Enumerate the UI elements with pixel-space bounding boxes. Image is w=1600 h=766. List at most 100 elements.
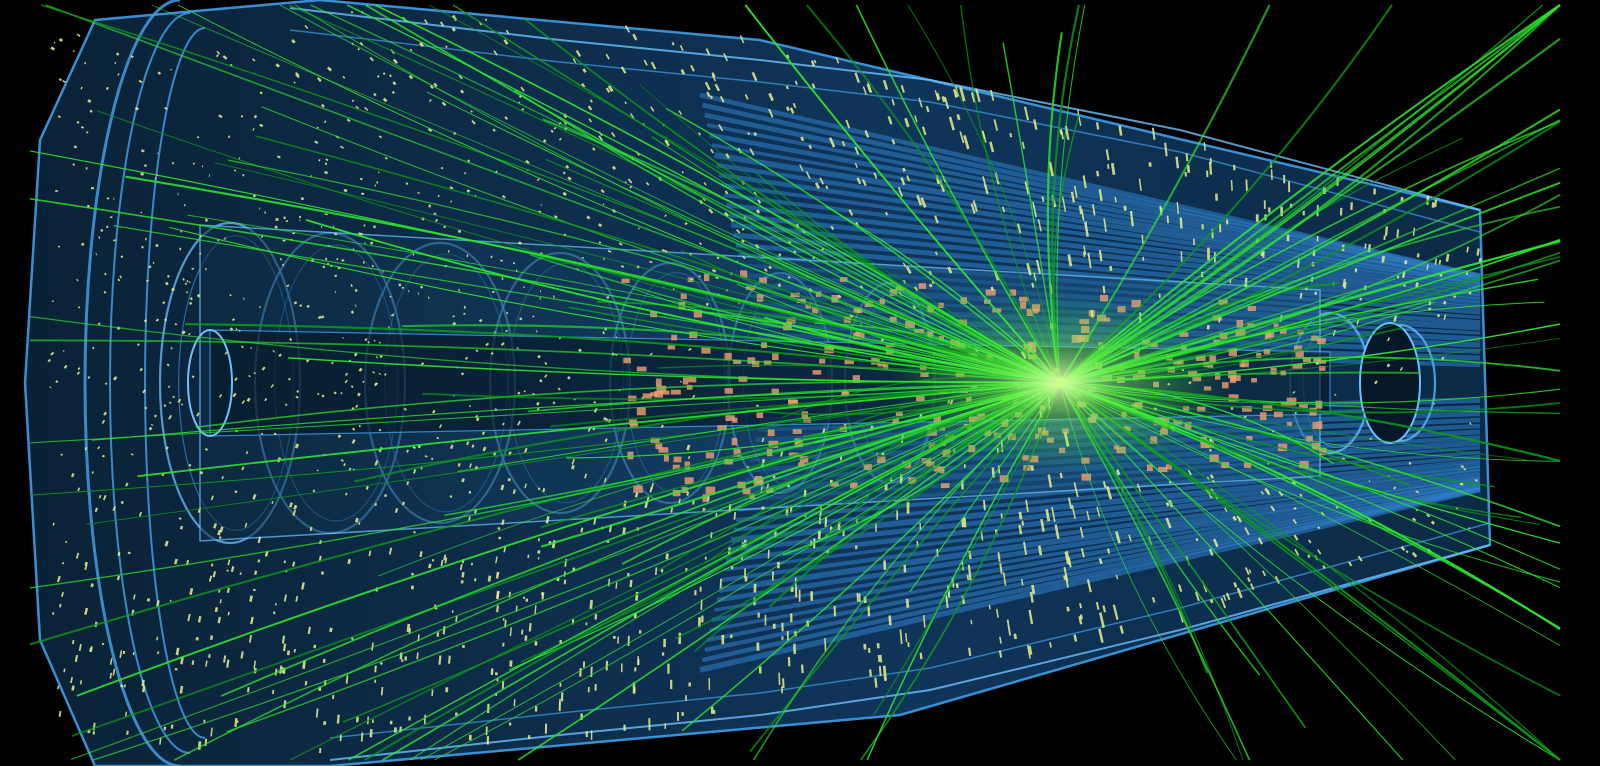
inner-hit	[1286, 397, 1297, 406]
inner-hit	[1299, 404, 1308, 409]
calorimeter-hit	[208, 575, 213, 582]
calorimeter-hit	[1359, 297, 1362, 301]
calorimeter-hit	[1059, 128, 1063, 135]
calorimeter-hit	[292, 509, 297, 516]
calorimeter-hit	[222, 55, 228, 60]
calorimeter-hit	[553, 126, 557, 130]
calorimeter-hit	[811, 83, 816, 89]
calorimeter-hit	[175, 647, 180, 656]
calorimeter-hit	[711, 72, 716, 78]
calorimeter-hit	[989, 141, 995, 153]
calorimeter-hit	[650, 106, 655, 112]
calorimeter-hit	[352, 427, 356, 431]
calorimeter-hit	[164, 106, 168, 110]
calorimeter-hit	[757, 199, 762, 204]
calorimeter-hit	[301, 582, 305, 590]
calorimeter-hit	[375, 355, 379, 359]
calorimeter-hit	[62, 80, 66, 83]
calorimeter-hit	[97, 446, 100, 450]
calorimeter-hit	[707, 496, 710, 502]
calorimeter-hit	[761, 458, 766, 467]
calorimeter-hit	[598, 241, 602, 244]
calorimeter-hit	[91, 471, 94, 474]
calorimeter-hit	[1109, 265, 1113, 271]
calorimeter-hit	[126, 730, 129, 735]
calorimeter-hit	[751, 71, 758, 82]
calorimeter-hit	[925, 105, 930, 113]
calorimeter-hit	[406, 623, 411, 633]
calorimeter-hit	[562, 191, 567, 197]
calorimeter-hit	[253, 660, 257, 669]
calorimeter-hit	[186, 279, 189, 283]
calorimeter-hit	[120, 500, 124, 505]
inner-hit	[658, 447, 669, 453]
calorimeter-hit	[934, 215, 939, 224]
calorimeter-hit	[541, 592, 545, 600]
inner-hit	[918, 283, 927, 289]
calorimeter-hit	[378, 135, 383, 139]
calorimeter-hit	[900, 85, 905, 93]
calorimeter-hit	[692, 500, 695, 505]
calorimeter-hit	[475, 349, 479, 353]
vertex-point	[1055, 378, 1065, 388]
calorimeter-hit	[698, 132, 702, 136]
calorimeter-hit	[249, 595, 253, 602]
inner-hit	[928, 442, 936, 450]
calorimeter-hit	[1098, 558, 1103, 565]
calorimeter-hit	[1218, 317, 1221, 323]
calorimeter-hit	[235, 328, 238, 331]
calorimeter-hit	[1141, 234, 1144, 244]
inner-hit	[1251, 378, 1257, 383]
inner-hit	[895, 411, 903, 417]
calorimeter-hit	[725, 153, 730, 159]
calorimeter-hit	[292, 561, 296, 567]
barrel-slat	[714, 482, 1481, 612]
calorimeter-hit	[74, 654, 79, 663]
calorimeter-hit	[117, 73, 120, 76]
calorimeter-hit	[49, 386, 52, 389]
calorimeter-hit	[80, 126, 85, 129]
calorimeter-hit	[1115, 574, 1119, 580]
calorimeter-hit	[210, 563, 214, 567]
calorimeter-hit	[232, 392, 237, 398]
inner-hit	[629, 423, 639, 428]
calorimeter-hit	[1165, 502, 1170, 507]
calorimeter-hit	[314, 140, 319, 145]
calorimeter-hit	[240, 115, 244, 118]
calorimeter-hit	[507, 478, 511, 482]
inner-hit	[853, 332, 860, 340]
calorimeter-hit	[188, 332, 191, 336]
calorimeter-hit	[735, 229, 741, 234]
calorimeter-hit	[1151, 597, 1156, 603]
calorimeter-hit	[1374, 380, 1378, 385]
calorimeter-hit	[376, 181, 379, 184]
calorimeter-hit	[500, 342, 505, 346]
calorimeter-hit	[226, 659, 230, 668]
calorimeter-hit	[215, 54, 219, 58]
calorimeter-hit	[517, 391, 521, 395]
calorimeter-hit	[369, 729, 373, 738]
calorimeter-hit	[115, 52, 120, 56]
calorimeter-hit	[204, 267, 207, 271]
calorimeter-hit	[463, 171, 467, 175]
calorimeter-hit	[252, 493, 257, 500]
calorimeter-hit	[1208, 161, 1213, 175]
calorimeter-hit	[708, 208, 714, 214]
inner-hit	[731, 437, 738, 446]
calorimeter-hit	[768, 265, 772, 270]
inner-hit	[680, 293, 687, 300]
calorimeter-hit	[51, 300, 54, 303]
barrel-edge	[559, 61, 761, 83]
calorimeter-hit	[921, 126, 927, 136]
calorimeter-hit	[1270, 505, 1276, 512]
barrel-edge	[929, 607, 1181, 669]
calorimeter-hit	[273, 611, 276, 615]
calorimeter-hit	[196, 412, 200, 417]
calorimeter-hit	[443, 554, 447, 561]
calorimeter-hit	[461, 571, 465, 578]
calorimeter-hit	[903, 564, 907, 573]
calorimeter-hit	[1067, 254, 1073, 267]
calorimeter-hit	[904, 117, 910, 128]
calorimeter-hit	[164, 540, 169, 547]
inner-hit	[733, 359, 742, 364]
